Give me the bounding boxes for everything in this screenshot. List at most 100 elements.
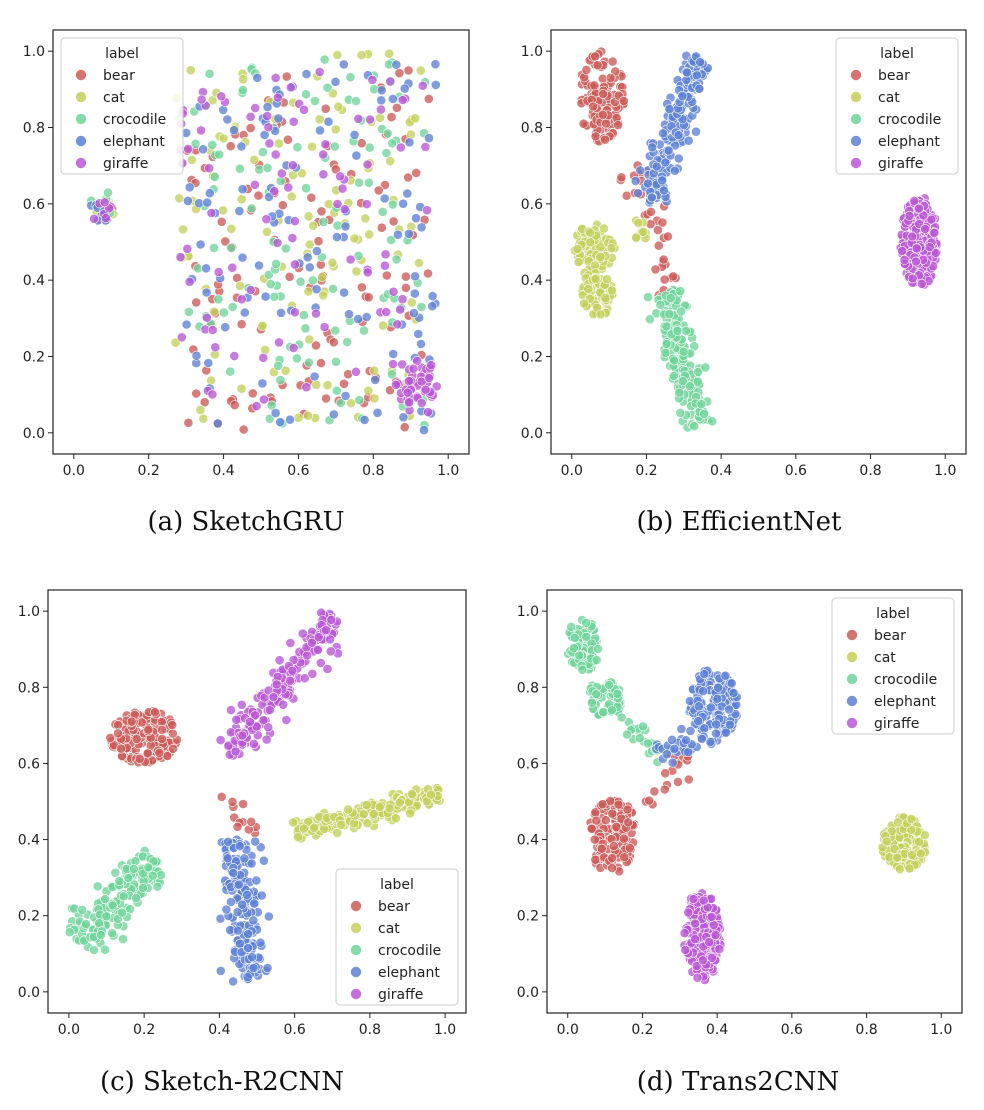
point-bear	[578, 118, 589, 129]
point-bear	[621, 190, 632, 201]
point-giraffe	[307, 668, 318, 679]
point-elephant	[260, 291, 271, 302]
point-elephant	[398, 198, 408, 209]
point-bear	[229, 400, 240, 410]
point-giraffe	[258, 715, 269, 726]
point-giraffe	[697, 955, 708, 966]
y-tick-label: 0.2	[18, 909, 40, 925]
point-bear	[623, 817, 634, 828]
point-giraffe	[424, 373, 434, 383]
point-cat	[303, 286, 314, 297]
point-crocodile	[607, 705, 617, 715]
point-cat	[360, 213, 371, 224]
axes-frame	[52, 29, 470, 455]
point-elephant	[667, 734, 677, 745]
point-crocodile	[209, 171, 220, 182]
point-crocodile	[107, 900, 118, 911]
point-elephant	[697, 733, 707, 744]
point-bear	[131, 734, 142, 744]
point-giraffe	[101, 213, 111, 223]
point-cat	[293, 832, 303, 842]
point-crocodile	[568, 643, 579, 653]
y-tick-label: 0.2	[23, 349, 45, 365]
x-tick-label: 0.6	[283, 1022, 305, 1038]
point-cat	[322, 380, 333, 391]
point-elephant	[361, 312, 372, 322]
point-elephant	[633, 188, 643, 199]
point-elephant	[411, 213, 421, 224]
point-bear	[591, 815, 602, 826]
point-giraffe	[423, 407, 433, 417]
point-elephant	[309, 371, 320, 382]
point-cat	[209, 306, 219, 317]
point-elephant	[195, 239, 206, 250]
point-bear	[167, 720, 178, 730]
point-bear	[227, 796, 238, 807]
point-giraffe	[285, 82, 296, 93]
point-crocodile	[234, 163, 245, 174]
point-bear	[183, 417, 194, 428]
point-giraffe	[397, 95, 408, 105]
point-bear	[598, 89, 608, 99]
point-giraffe	[290, 307, 300, 318]
legend-label-cat: cat	[874, 650, 896, 666]
point-elephant	[222, 114, 233, 125]
point-giraffe	[276, 168, 287, 179]
point-crocodile	[689, 421, 700, 432]
y-tick-label: 0.6	[517, 756, 539, 772]
point-crocodile	[661, 321, 672, 332]
point-crocodile	[143, 862, 154, 873]
point-elephant	[409, 288, 420, 299]
point-cat	[906, 814, 917, 824]
point-giraffe	[287, 233, 298, 243]
point-giraffe	[263, 722, 274, 733]
point-bear	[590, 131, 601, 142]
point-bear	[246, 816, 257, 827]
point-crocodile	[664, 309, 675, 319]
point-elephant	[273, 113, 284, 124]
point-crocodile	[386, 235, 396, 245]
point-elephant	[248, 963, 259, 973]
point-crocodile	[123, 873, 134, 883]
point-cat	[585, 237, 596, 248]
legend-box	[835, 37, 959, 175]
point-elephant	[262, 102, 273, 112]
scatter-panel-b: 0.0 0.2 0.4 0.6 0.8 1.0 0.0 0.2 0.4 0.6 0.8 1.0 labe…	[521, 29, 967, 537]
point-giraffe	[679, 928, 690, 938]
y-tick-label: 0.0	[517, 985, 539, 1001]
point-giraffe	[318, 149, 329, 160]
point-crocodile	[604, 680, 614, 690]
point-crocodile	[262, 162, 273, 173]
point-giraffe	[269, 186, 280, 197]
legend-marker-cat	[850, 91, 862, 103]
point-elephant	[301, 69, 312, 79]
point-bear	[657, 217, 668, 228]
point-cat	[633, 217, 644, 228]
y-tick-label: 1.0	[23, 44, 45, 60]
point-cat	[309, 822, 319, 833]
point-bear	[167, 728, 178, 739]
point-bear	[590, 51, 601, 62]
point-crocodile	[566, 621, 576, 632]
x-tick-label: 0.4	[710, 463, 732, 479]
point-elephant	[430, 80, 441, 90]
point-cat	[178, 224, 188, 235]
y-tick-label: 0.8	[23, 121, 45, 137]
point-cat	[249, 154, 260, 165]
point-bear	[653, 240, 664, 251]
legend-label-elephant: elephant	[878, 134, 940, 150]
point-giraffe	[426, 360, 437, 371]
point-crocodile	[354, 177, 364, 188]
point-crocodile	[581, 617, 592, 628]
point-bear	[143, 724, 154, 735]
point-giraffe	[683, 907, 694, 918]
point-elephant	[263, 911, 274, 922]
point-giraffe	[322, 664, 333, 674]
legend-marker-cat	[846, 651, 858, 663]
point-crocodile	[128, 864, 139, 874]
point-crocodile	[675, 286, 686, 296]
point-bear	[126, 716, 137, 727]
x-tick-label: 1.0	[437, 463, 459, 479]
point-giraffe	[227, 262, 238, 273]
point-crocodile	[598, 707, 609, 718]
